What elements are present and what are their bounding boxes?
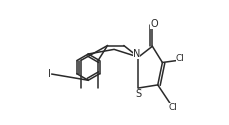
Text: N: N: [133, 49, 140, 59]
Text: O: O: [150, 19, 158, 29]
Text: Cl: Cl: [176, 54, 185, 63]
Text: Cl: Cl: [169, 103, 178, 112]
Text: I: I: [48, 69, 51, 79]
Text: S: S: [135, 89, 142, 99]
